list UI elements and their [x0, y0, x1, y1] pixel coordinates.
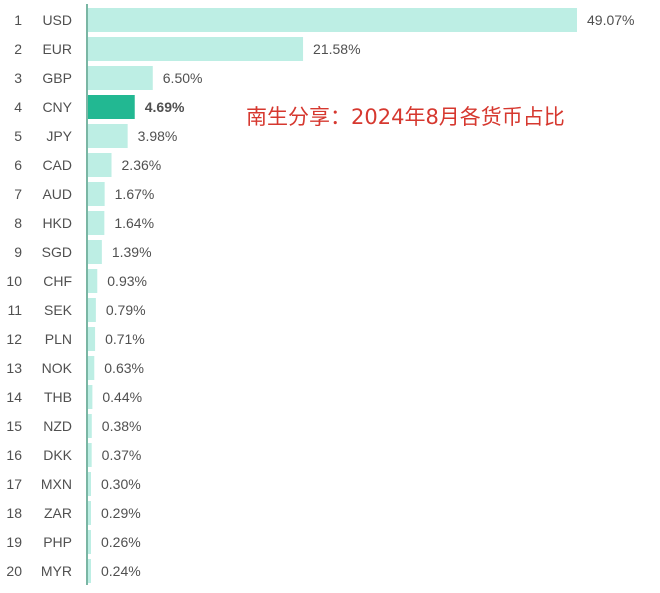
rank-label: 3 — [14, 70, 22, 86]
bar-cad — [88, 153, 112, 177]
category-label: PLN — [45, 331, 72, 347]
category-label: ZAR — [44, 505, 72, 521]
value-label: 2.36% — [122, 157, 162, 173]
category-label: USD — [42, 12, 72, 28]
rank-label: 8 — [14, 215, 22, 231]
bar-mxn — [88, 472, 91, 496]
value-label: 49.07% — [587, 12, 634, 28]
category-label: MYR — [41, 563, 72, 579]
rank-label: 6 — [14, 157, 22, 173]
bar-zar — [88, 501, 91, 525]
bar-myr — [88, 559, 91, 583]
rank-label: 20 — [6, 563, 22, 579]
category-label: PHP — [43, 534, 72, 550]
bar-jpy — [88, 124, 128, 148]
bar-sek — [88, 298, 96, 322]
chart-annotation: 南生分享：2024年8月各货币占比 — [246, 105, 565, 129]
bar-chf — [88, 269, 98, 293]
bar-aud — [88, 182, 105, 206]
value-label: 0.79% — [106, 302, 146, 318]
bar-dkk — [88, 443, 92, 467]
bar-php — [88, 530, 91, 554]
rank-label: 5 — [14, 128, 22, 144]
bar-nok — [88, 356, 95, 380]
rank-label: 16 — [6, 447, 22, 463]
category-label: NOK — [42, 360, 73, 376]
rank-label: 13 — [6, 360, 22, 376]
rank-label: 1 — [14, 12, 22, 28]
bar-usd — [88, 8, 577, 32]
rank-label: 4 — [14, 99, 22, 115]
rank-label: 18 — [6, 505, 22, 521]
category-label: SEK — [44, 302, 73, 318]
bar-sgd — [88, 240, 102, 264]
category-label: SGD — [42, 244, 72, 260]
value-label: 3.98% — [138, 128, 178, 144]
value-label: 0.29% — [101, 505, 141, 521]
category-label: JPY — [46, 128, 72, 144]
rank-label: 19 — [6, 534, 22, 550]
value-label: 0.93% — [107, 273, 147, 289]
value-label: 1.67% — [115, 186, 155, 202]
bar-pln — [88, 327, 96, 351]
category-label: DKK — [43, 447, 72, 463]
category-label: MXN — [41, 476, 72, 492]
category-label: EUR — [42, 41, 72, 57]
value-label: 0.38% — [102, 418, 142, 434]
rank-label: 9 — [14, 244, 22, 260]
category-label: THB — [44, 389, 72, 405]
rank-label: 15 — [6, 418, 22, 434]
value-label: 4.69% — [145, 99, 185, 115]
value-label: 6.50% — [163, 70, 203, 86]
rank-label: 10 — [6, 273, 22, 289]
category-label: HKD — [42, 215, 72, 231]
value-label: 0.63% — [104, 360, 144, 376]
bar-thb — [88, 385, 93, 409]
rank-label: 17 — [6, 476, 22, 492]
value-label: 0.44% — [102, 389, 142, 405]
value-label: 0.30% — [101, 476, 141, 492]
bar-nzd — [88, 414, 92, 438]
rank-label: 14 — [6, 389, 22, 405]
bar-eur — [88, 37, 304, 61]
value-label: 0.26% — [101, 534, 141, 550]
category-label: CAD — [42, 157, 72, 173]
category-label: CHF — [43, 273, 72, 289]
rank-label: 11 — [7, 302, 22, 318]
bar-hkd — [88, 211, 105, 235]
category-label: AUD — [42, 186, 72, 202]
value-label: 0.37% — [102, 447, 142, 463]
bar-cny — [88, 95, 135, 119]
value-label: 1.39% — [112, 244, 152, 260]
category-label: CNY — [42, 99, 72, 115]
bar-gbp — [88, 66, 153, 90]
category-label: NZD — [43, 418, 72, 434]
category-label: GBP — [42, 70, 72, 86]
rank-label: 2 — [14, 41, 22, 57]
value-label: 0.71% — [105, 331, 145, 347]
value-label: 21.58% — [313, 41, 360, 57]
rank-label: 7 — [14, 186, 22, 202]
value-label: 1.64% — [114, 215, 154, 231]
value-label: 0.24% — [101, 563, 141, 579]
rank-label: 12 — [6, 331, 22, 347]
